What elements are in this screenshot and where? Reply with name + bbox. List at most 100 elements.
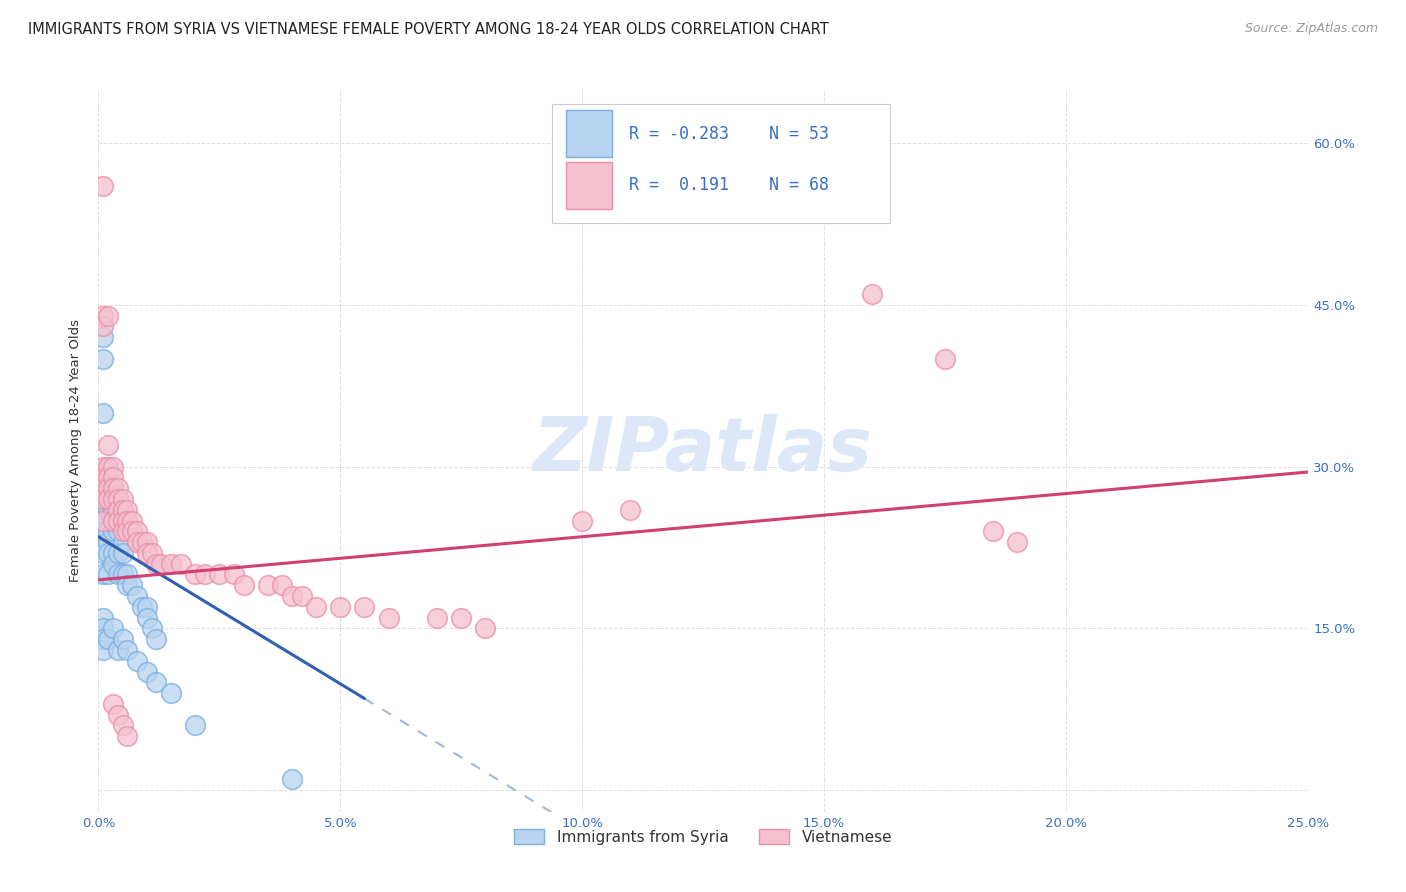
Point (101, 524, 124, 539)
Point (91, 491, 114, 506)
Point (91, 470, 114, 484)
Text: IMMIGRANTS FROM SYRIA VS VIETNAMESE FEMALE POVERTY AMONG 18-24 YEAR OLDS CORRELA: IMMIGRANTS FROM SYRIA VS VIETNAMESE FEMA… (28, 22, 830, 37)
Point (97, 502, 120, 516)
Point (111, 535, 134, 549)
Point (1007, 535, 1029, 549)
Point (117, 524, 139, 539)
Point (145, 675, 167, 690)
Text: R =  0.191    N = 68: R = 0.191 N = 68 (630, 176, 830, 194)
Point (97, 632, 120, 647)
Point (474, 621, 496, 635)
Point (91, 406, 114, 420)
Point (107, 514, 129, 528)
Point (329, 599, 352, 614)
Point (619, 502, 641, 516)
Point (101, 470, 124, 484)
Point (111, 567, 134, 582)
Point (131, 599, 153, 614)
Point (141, 621, 163, 635)
Point (107, 524, 129, 539)
Point (91, 481, 114, 495)
Point (141, 546, 163, 560)
Point (107, 643, 129, 657)
Point (97, 438, 120, 452)
Point (101, 459, 124, 474)
Point (131, 535, 153, 549)
Point (135, 665, 157, 679)
Point (121, 514, 143, 528)
Point (97, 481, 120, 495)
Point (91, 514, 114, 528)
Point (111, 546, 134, 560)
Point (91, 319, 114, 334)
Point (91, 514, 114, 528)
Point (271, 578, 294, 592)
Text: ZIPatlas: ZIPatlas (533, 414, 873, 487)
Point (91, 610, 114, 624)
Point (97, 309, 120, 323)
Point (571, 514, 593, 528)
Point (135, 546, 157, 560)
Point (101, 514, 124, 528)
Point (111, 632, 134, 647)
Point (101, 491, 124, 506)
Point (232, 578, 254, 592)
Point (91, 470, 114, 484)
Point (97, 535, 120, 549)
Point (91, 502, 114, 516)
Point (107, 491, 129, 506)
Point (91, 524, 114, 539)
Point (450, 610, 472, 624)
Point (107, 514, 129, 528)
Point (97, 459, 120, 474)
Point (91, 621, 114, 635)
Point (426, 610, 449, 624)
Point (184, 718, 207, 732)
Point (160, 686, 183, 700)
Point (981, 524, 1004, 539)
Point (222, 567, 245, 582)
Point (145, 632, 167, 647)
Point (107, 502, 129, 516)
Point (91, 309, 114, 323)
Point (101, 502, 124, 516)
Point (305, 599, 328, 614)
Point (281, 589, 304, 603)
Point (208, 567, 231, 582)
Point (353, 599, 375, 614)
Point (111, 524, 134, 539)
Point (117, 514, 139, 528)
Point (97, 546, 120, 560)
Point (107, 481, 129, 495)
Point (111, 491, 134, 506)
Point (91, 491, 114, 506)
Point (101, 621, 124, 635)
Point (111, 502, 134, 516)
Point (127, 589, 149, 603)
Point (91, 330, 114, 344)
Point (91, 567, 114, 582)
Point (91, 351, 114, 366)
Bar (567, 161, 613, 209)
Point (135, 610, 157, 624)
Text: Source: ZipAtlas.com: Source: ZipAtlas.com (1244, 22, 1378, 36)
Point (101, 481, 124, 495)
Point (97, 470, 120, 484)
Point (111, 514, 134, 528)
Bar (567, 111, 613, 157)
Point (101, 481, 124, 495)
Point (169, 557, 191, 571)
Point (107, 707, 129, 722)
FancyBboxPatch shape (551, 103, 890, 223)
Point (117, 567, 139, 582)
Point (101, 697, 124, 711)
Point (97, 524, 120, 539)
Point (145, 557, 167, 571)
Point (377, 610, 399, 624)
Point (184, 567, 207, 582)
Point (107, 546, 129, 560)
Point (256, 578, 278, 592)
Point (121, 578, 143, 592)
Point (127, 535, 149, 549)
Point (117, 643, 139, 657)
